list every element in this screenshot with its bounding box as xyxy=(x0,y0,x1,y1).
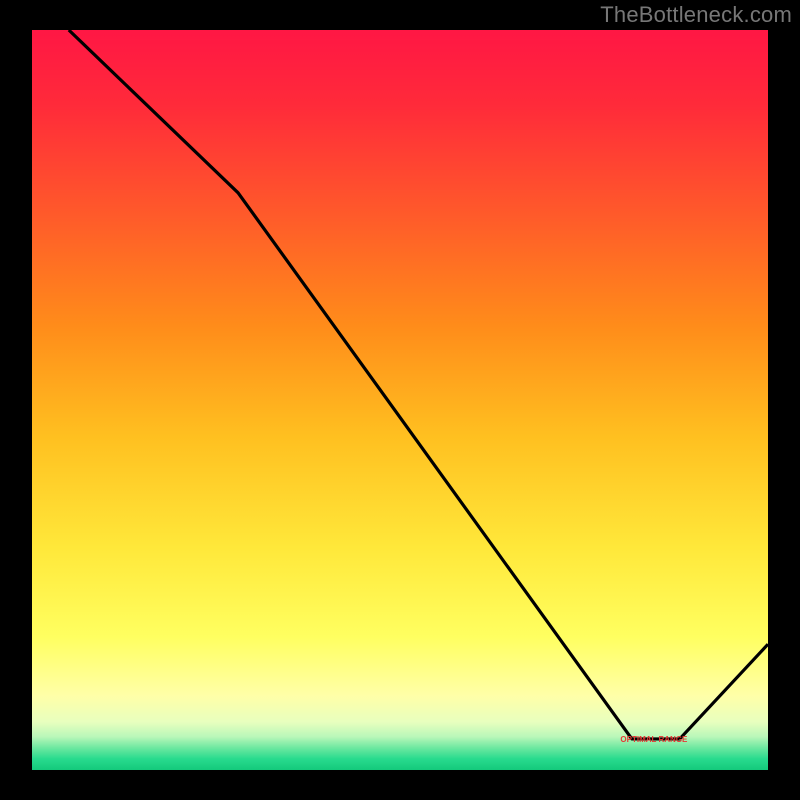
watermark: TheBottleneck.com xyxy=(600,2,792,28)
gradient-background xyxy=(32,30,768,770)
optimal-range-label: OPTIMAL RANGE xyxy=(620,735,688,744)
bottleneck-chart: OPTIMAL RANGE xyxy=(0,0,800,800)
